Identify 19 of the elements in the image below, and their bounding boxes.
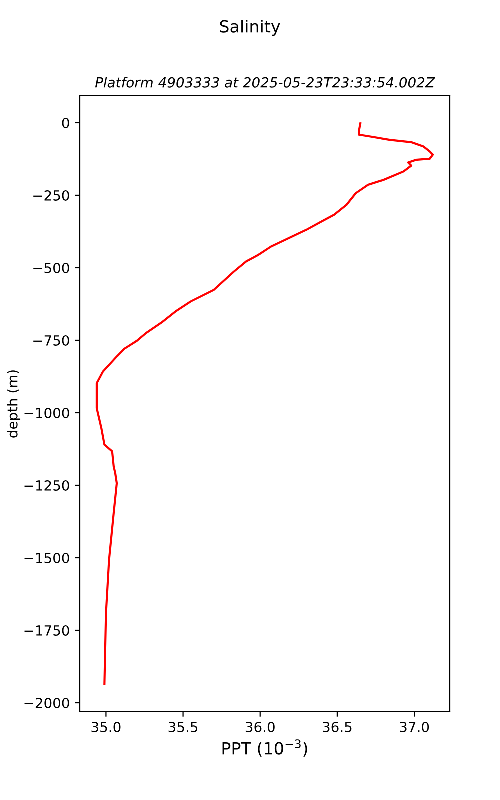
x-tick-label: 35.5 (168, 722, 198, 732)
y-tick-label: −2000 (24, 698, 70, 708)
y-tick-label: −1250 (24, 480, 70, 491)
x-tick-label: 36.5 (323, 722, 352, 732)
y-axis-title: depth (m) (7, 370, 21, 438)
chart-title: Salinity (220, 20, 280, 36)
y-tick-label: −250 (34, 190, 70, 201)
y-tick-label: −1000 (24, 408, 70, 418)
x-axis-title: PPT (10$^{−3}$) (222, 740, 308, 757)
y-tick-label: −750 (34, 335, 70, 346)
y-tick-label: 0 (62, 118, 70, 128)
line-series (96, 122, 434, 686)
x-tick-label: 37.0 (400, 722, 430, 732)
x-tick-label: 36.0 (246, 722, 275, 732)
y-tick-label: −1500 (24, 552, 70, 564)
y-tick-label: −500 (34, 262, 70, 274)
y-tick-label: −1750 (24, 625, 70, 636)
x-tick-label: 35.0 (92, 722, 121, 732)
chart-subtitle: Platform 4903333 at 2025-05-23T23:33:54.002Z (95, 77, 436, 88)
